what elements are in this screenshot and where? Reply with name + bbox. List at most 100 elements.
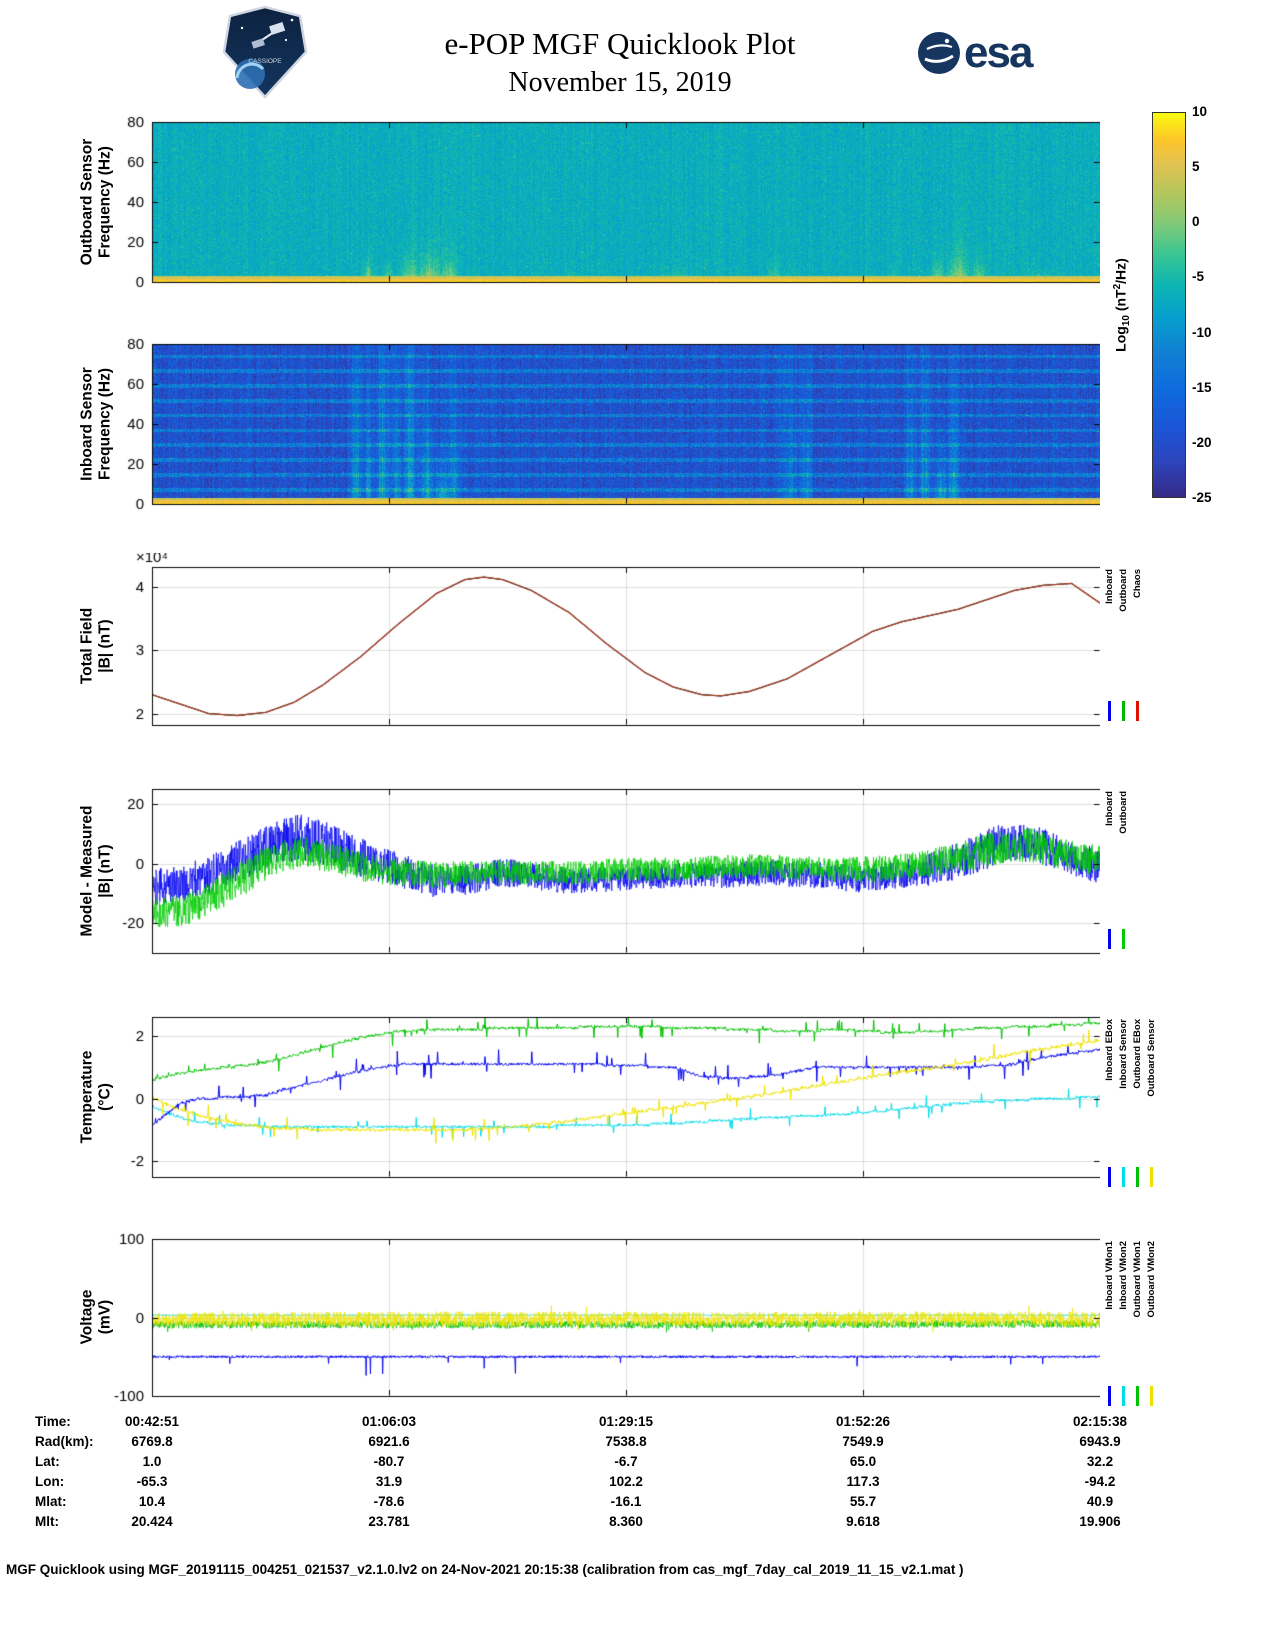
colorbar-gradient: [1152, 112, 1186, 498]
outboard-spectrogram-ylabel: Outboard Sensor Frequency (Hz): [79, 139, 116, 266]
legend-label: Inboard VMon1: [1104, 1241, 1115, 1310]
legend-color-sample: [1136, 701, 1139, 721]
ylabel-line: Frequency (Hz): [97, 368, 114, 480]
ephemeris-value: 10.4: [138, 1494, 166, 1509]
esa-logo: esa: [916, 28, 1033, 78]
colorbar-tick-label: -5: [1192, 269, 1205, 285]
page-date: November 15, 2019: [508, 67, 732, 98]
colorbar-tick-label: -25: [1192, 490, 1212, 505]
ylabel-line: |B| (nT): [97, 844, 114, 898]
esa-wordmark: esa: [964, 28, 1033, 77]
ylabel-line: (°C): [97, 1083, 114, 1111]
ephemeris-row-label: Lat:: [35, 1454, 60, 1469]
ephemeris-value: -16.1: [610, 1494, 642, 1509]
ephemeris-row-mlt: Mlt: 20.424 23.781 8.360 9.618 19.906: [0, 1514, 1275, 1534]
ephemeris-value: 00:42:51: [124, 1414, 180, 1429]
outboard-spectrogram-canvas: [84, 108, 1100, 296]
legend-color-sample: [1122, 929, 1125, 949]
ephemeris-row-label: Mlat:: [35, 1494, 67, 1509]
ephemeris-row-radkm: Rad(km): 6769.8 6921.6 7538.8 7549.9 6943.9: [0, 1434, 1275, 1454]
ylabel-line: Outboard Sensor: [78, 138, 96, 266]
legend-entry-inboard-vmon2: Inboard VMon2: [1118, 1241, 1129, 1406]
ephemeris-value: -80.7: [373, 1454, 405, 1469]
ephemeris-row-label: Rad(km):: [35, 1434, 94, 1449]
ephemeris-value: -6.7: [614, 1454, 638, 1469]
ephemeris-value: 7538.8: [605, 1434, 647, 1449]
colorbar-tick-label: -20: [1192, 434, 1212, 450]
cassiope-mission-patch-logo: CASSIOPE: [222, 6, 308, 98]
ephemeris-value: 01:52:26: [835, 1414, 891, 1429]
ephemeris-value: 01:29:15: [598, 1414, 654, 1429]
legend-color-sample: [1122, 1167, 1125, 1187]
ephemeris-row-label: Time:: [35, 1414, 71, 1429]
ephemeris-value: 117.3: [846, 1474, 880, 1489]
legend-label: Inboard: [1104, 791, 1115, 826]
esa-emblem-icon: [918, 32, 960, 74]
model-minus-measured-ylabel: Model - Measured |B| (nT): [79, 806, 116, 937]
ephemeris-value: 19.906: [1079, 1514, 1121, 1529]
ephemeris-value: 7549.9: [842, 1434, 884, 1449]
mission-name-text: CASSIOPE: [248, 58, 282, 65]
legend-entry-inboard-ebox: Inboard EBox: [1104, 1019, 1115, 1187]
temperature-ylabel: Temperature (°C): [79, 1051, 116, 1144]
total-field-canvas: [84, 553, 1100, 739]
legend-color-sample: [1150, 1167, 1153, 1187]
ephemeris-value: 23.781: [368, 1514, 410, 1529]
legend-color-sample: [1108, 1386, 1111, 1406]
legend-label: Outboard: [1118, 791, 1129, 834]
voltage-ylabel: Voltage (mV): [79, 1290, 116, 1345]
legend-entry-outboard: Outboard: [1118, 791, 1129, 949]
ephemeris-value: 9.618: [846, 1514, 880, 1529]
footer-caption: MGF Quicklook using MGF_20191115_004251_…: [6, 1562, 964, 1577]
ephemeris-value: 32.2: [1086, 1454, 1114, 1469]
legend-label: Inboard VMon2: [1118, 1241, 1129, 1310]
legend-entry-inboard: Inboard: [1104, 791, 1115, 949]
colorbar-tick-label: 0: [1192, 214, 1200, 230]
ylabel-line: Model - Measured: [78, 805, 96, 937]
temperature-legend: Inboard EBox Inboard Sensor Outboard EBox O…: [1104, 1019, 1157, 1187]
colorbar-tick-label: 10: [1192, 104, 1208, 119]
ylabel-line: |B| (nT): [97, 619, 114, 673]
legend-color-sample: [1150, 1386, 1153, 1406]
colorbar-tick-label: 5: [1192, 159, 1200, 175]
legend-color-sample: [1108, 701, 1111, 721]
legend-color-sample: [1136, 1167, 1139, 1187]
ephemeris-value: 02:15:38: [1072, 1414, 1128, 1429]
ephemeris-row-lat: Lat: 1.0 -80.7 -6.7 65.0 32.2: [0, 1454, 1275, 1474]
ephemeris-value: -78.6: [373, 1494, 405, 1509]
ephemeris-value: 55.7: [849, 1494, 877, 1509]
ylabel-line: Voltage: [78, 1289, 96, 1345]
legend-label: Outboard: [1118, 569, 1129, 612]
legend-entry-inboard-vmon1: Inboard VMon1: [1104, 1241, 1115, 1406]
legend-label: Inboard Sensor: [1118, 1019, 1129, 1089]
legend-label: Outboard VMon2: [1146, 1241, 1157, 1318]
ephemeris-value: 8.360: [609, 1514, 643, 1529]
model-minus-measured-canvas: [84, 775, 1100, 967]
legend-entry-outboard-ebox: Outboard EBox: [1132, 1019, 1143, 1187]
inboard-spectrogram-ylabel: Inboard Sensor Frequency (Hz): [79, 367, 116, 481]
legend-label: Outboard EBox: [1132, 1019, 1143, 1089]
legend-color-sample: [1108, 929, 1111, 949]
ephemeris-row-label: Mlt:: [35, 1514, 59, 1529]
ephemeris-value: -94.2: [1084, 1474, 1116, 1489]
total-field-legend: Inboard Outboard Chaos: [1104, 569, 1143, 721]
ephemeris-value: 31.9: [375, 1474, 403, 1489]
legend-label: Outboard Sensor: [1146, 1019, 1157, 1097]
legend-label: Outboard VMon1: [1132, 1241, 1143, 1318]
legend-color-sample: [1122, 1386, 1125, 1406]
ephemeris-value: 1.0: [142, 1454, 162, 1469]
title-block: e-POP MGF Quicklook Plot November 15, 20…: [0, 24, 1240, 102]
voltage-legend: Inboard VMon1 Inboard VMon2 Outboard VMon1…: [1104, 1241, 1157, 1406]
ephemeris-row-mlat: Mlat: 10.4 -78.6 -16.1 55.7 40.9: [0, 1494, 1275, 1514]
ylabel-line: (mV): [97, 1299, 114, 1335]
ylabel-line: Temperature: [78, 1050, 96, 1144]
inboard-spectrogram-canvas: [84, 330, 1100, 518]
legend-label: Inboard EBox: [1104, 1019, 1115, 1081]
legend-label: Inboard: [1104, 569, 1115, 604]
total-field-ylabel: Total Field |B| (nT): [79, 608, 116, 684]
ephemeris-value: 102.2: [609, 1474, 643, 1489]
ephemeris-value: 20.424: [131, 1514, 173, 1529]
ephemeris-value: -65.3: [136, 1474, 168, 1489]
ephemeris-row-lon: Lon: -65.3 31.9 102.2 117.3 -94.2: [0, 1474, 1275, 1494]
